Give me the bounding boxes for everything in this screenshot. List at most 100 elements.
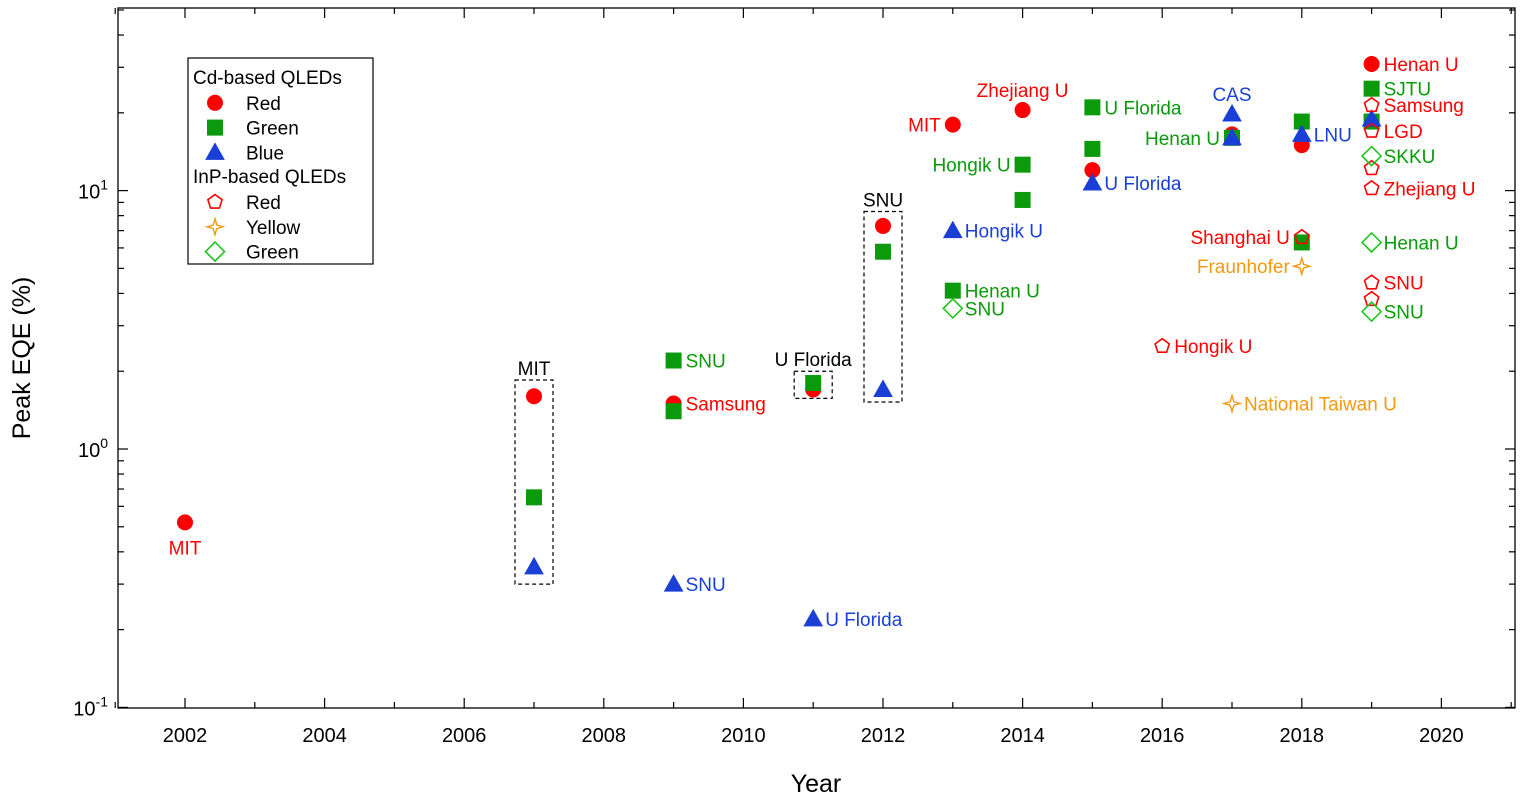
x-tick-label: 2008 xyxy=(582,725,627,747)
cd-green-point xyxy=(875,243,891,260)
inp-red-point xyxy=(1363,274,1380,290)
y-tick-label: 100 xyxy=(78,435,108,462)
group-box xyxy=(514,379,554,585)
legend-entry-label: Yellow xyxy=(246,218,301,239)
point-annotation: SNU xyxy=(965,299,1005,320)
point-annotation: Shanghai U xyxy=(1191,228,1290,249)
legend-group-title: InP-based QLEDs xyxy=(193,167,346,188)
group-box-label: MIT xyxy=(518,359,551,380)
point-annotation: Henan U xyxy=(1145,129,1220,150)
cd-green-point xyxy=(1363,80,1380,97)
cd-green-point xyxy=(805,375,822,392)
inp-red-point xyxy=(1293,228,1310,245)
x-tick-label: 2012 xyxy=(861,725,906,747)
point-annotations: MIT Samsung SNU SNU U Florida MIT Hongik U Hena… xyxy=(169,55,1476,631)
x-tick-label: 2016 xyxy=(1140,725,1185,747)
inp-green-point xyxy=(1360,301,1383,323)
legend-marker-cd-green xyxy=(207,119,223,136)
x-tick-label: 2002 xyxy=(163,725,208,747)
cd-green-point xyxy=(1293,234,1310,251)
point-annotation: SNU xyxy=(1384,303,1424,324)
cd-green-point xyxy=(665,403,682,420)
inp-yellow-point xyxy=(1291,255,1313,277)
cd-red-point xyxy=(875,217,891,234)
point-annotation: Hongik U xyxy=(932,156,1010,177)
legend-entry-label: Green xyxy=(246,243,299,264)
point-annotation: Samsung xyxy=(1384,96,1464,117)
x-tick-label: 2018 xyxy=(1280,725,1325,747)
point-annotation: MIT xyxy=(908,116,941,137)
cd-green-point xyxy=(1084,99,1101,116)
cd-blue-point xyxy=(1222,127,1242,146)
inp-red-point xyxy=(1363,96,1380,113)
cd-blue-point xyxy=(803,608,824,627)
point-annotation: U Florida xyxy=(1104,174,1182,195)
point-annotation: Zhejiang U xyxy=(1384,179,1476,200)
x-tick-label: 2014 xyxy=(1000,725,1045,747)
legend-marker-inp-red xyxy=(206,193,224,209)
point-annotation: LGD xyxy=(1384,122,1423,143)
y-axis-title: Peak EQE (%) xyxy=(8,277,36,440)
legend-entry-label: Blue xyxy=(246,143,284,164)
point-annotation: Henan U xyxy=(1384,55,1459,76)
cd-red-point xyxy=(177,514,193,531)
cd-blue-point xyxy=(1291,124,1312,142)
cd-green-point xyxy=(1014,156,1031,173)
cd-red-point xyxy=(1014,102,1031,119)
x-tick-label: 2010 xyxy=(721,725,766,747)
x-axis-title: Year xyxy=(791,770,842,798)
group-boxes: MIT U Florida SNU xyxy=(514,191,903,585)
cd-red-point xyxy=(944,116,961,133)
legend-box xyxy=(187,57,374,265)
cd-blue-point xyxy=(1082,172,1103,191)
x-tick-label: 2004 xyxy=(302,725,347,747)
point-annotation: Henan U xyxy=(1384,233,1459,254)
cd-green-point xyxy=(1014,191,1031,208)
point-annotation: SNU xyxy=(1384,274,1424,295)
legend-group-title: Cd-based QLEDs xyxy=(193,68,342,89)
inp-green-point xyxy=(1360,145,1383,167)
point-annotation: National Taiwan U xyxy=(1244,394,1397,415)
cd-green-point xyxy=(526,489,542,506)
point-annotation: Samsung xyxy=(686,394,766,415)
group-box-label: SNU xyxy=(863,191,903,212)
legend-marker-inp-green xyxy=(204,240,226,263)
legend-marker-inp-yellow xyxy=(204,216,226,238)
point-annotation: Zhejiang U xyxy=(977,81,1069,102)
cd-green-point xyxy=(944,282,961,299)
plot-frame xyxy=(117,7,1516,709)
point-annotation: U Florida xyxy=(825,610,903,631)
legend-entry-label: Red xyxy=(246,94,281,115)
group-box xyxy=(863,210,903,403)
point-annotation: LNU xyxy=(1314,125,1352,146)
y-tick-label: 101 xyxy=(78,177,108,204)
point-annotation: SNU xyxy=(686,575,726,596)
legend-entry-label: Green xyxy=(246,119,299,140)
point-annotation: SNU xyxy=(686,352,726,373)
cd-blue-point xyxy=(524,556,544,575)
legend-marker-cd-blue xyxy=(205,142,225,160)
x-tick-label: 2020 xyxy=(1419,725,1464,747)
legend: Cd-based QLEDs Red Green Blue InP-based QLED… xyxy=(187,57,374,265)
inp-red-point xyxy=(1363,122,1380,138)
y-tick-label: 10-1 xyxy=(73,693,108,720)
point-annotation: Hongik U xyxy=(965,222,1043,243)
inp-red-point xyxy=(1154,337,1171,354)
tick-labels: 2002 2004 2006 2008 2010 2012 2014 2016 2018 2020… xyxy=(73,177,1463,747)
cd-blue-point xyxy=(663,574,684,592)
group-box-label: U Florida xyxy=(775,350,853,371)
cd-blue-point xyxy=(1222,103,1242,122)
group-box xyxy=(793,370,833,399)
point-annotation: SJTU xyxy=(1384,80,1432,101)
inp-red-point xyxy=(1363,179,1380,196)
axis-ticks xyxy=(114,8,1515,709)
cd-blue-point xyxy=(873,379,893,397)
cd-green-point xyxy=(665,352,682,369)
cd-red-point xyxy=(1363,55,1380,72)
inp-red-point xyxy=(1363,290,1380,307)
inp-red-point xyxy=(1363,159,1380,176)
point-annotation: SKKU xyxy=(1384,147,1436,168)
point-annotation: Henan U xyxy=(965,282,1040,303)
